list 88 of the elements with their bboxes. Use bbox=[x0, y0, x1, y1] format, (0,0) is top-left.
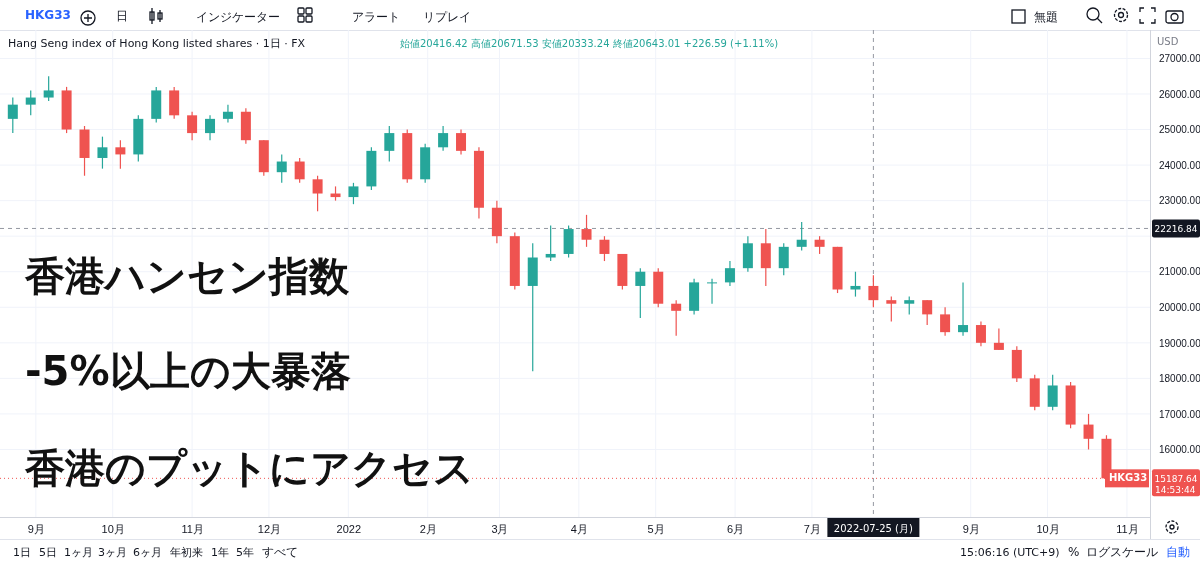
text: HKG33 bbox=[25, 8, 71, 22]
x-tick-label: 10月 bbox=[101, 522, 125, 535]
candlestick bbox=[581, 214, 592, 248]
y-tick-label: 27000.00 bbox=[1159, 53, 1200, 65]
text: インジケーター bbox=[196, 10, 280, 24]
candlestick bbox=[975, 320, 986, 347]
annotation: 香港ハンセン指数 bbox=[24, 253, 350, 299]
x-tick-label: 9月 bbox=[27, 522, 45, 535]
y-tick-label: 18000.00 bbox=[1159, 373, 1200, 385]
y-tick-label: 21000.00 bbox=[1159, 266, 1200, 278]
text: 日 bbox=[116, 9, 128, 23]
x-tick-label: 7月 bbox=[803, 522, 821, 535]
candlestick bbox=[312, 175, 323, 212]
text: 6ヶ月 bbox=[133, 546, 162, 559]
candlestick bbox=[599, 235, 610, 262]
text: すべて bbox=[262, 545, 298, 559]
candlestick bbox=[671, 299, 682, 337]
text: 5日 bbox=[39, 546, 57, 559]
annotation: 香港のプットにアクセス bbox=[24, 445, 474, 491]
x-tick-label: 10月 bbox=[1036, 522, 1060, 535]
candlestick bbox=[348, 182, 359, 205]
candlestick bbox=[940, 306, 951, 337]
text: 始値20416.42 高値20671.53 安値20333.24 終値20643.01 +226.59 (+1.11%) bbox=[400, 38, 779, 49]
x-tick-label: 12月 bbox=[257, 522, 282, 535]
candlestick bbox=[456, 128, 467, 156]
text: 5年 bbox=[236, 546, 254, 559]
text: 14:53:44 bbox=[1155, 485, 1196, 495]
ref-line-label: 2022-07-25 (月) bbox=[833, 523, 914, 534]
candlestick bbox=[922, 299, 933, 326]
candlestick bbox=[276, 153, 287, 184]
text: 3ヶ月 bbox=[98, 546, 127, 559]
x-tick-label: 4月 bbox=[570, 522, 588, 535]
x-tick-label: 2月 bbox=[419, 522, 437, 535]
y-tick-label: 26000.00 bbox=[1159, 88, 1200, 100]
text: Hang Seng index of Hong Kong listed shares · 1日 · FX bbox=[8, 37, 306, 50]
x-tick-label: 3月 bbox=[491, 522, 509, 535]
candlestick bbox=[868, 274, 879, 308]
y-tick-label: 25000.00 bbox=[1159, 124, 1200, 136]
candlestick bbox=[205, 114, 216, 141]
text: 自動 bbox=[1166, 545, 1190, 559]
y-tick-label: 19000.00 bbox=[1159, 337, 1200, 349]
text: アラート bbox=[352, 10, 400, 24]
text: ログスケール bbox=[1086, 545, 1158, 559]
text: 1日 bbox=[13, 546, 31, 559]
text: 15:06:16 (UTC+9) bbox=[960, 546, 1060, 559]
candlestick bbox=[778, 242, 789, 276]
x-tick-label: 2022 bbox=[336, 522, 362, 535]
candlestick bbox=[187, 111, 198, 141]
x-tick-label: 9月 bbox=[962, 522, 980, 535]
x-tick-label: 5月 bbox=[647, 522, 665, 535]
candlestick bbox=[958, 281, 969, 337]
ref-line-label: 15187.64 bbox=[1154, 474, 1198, 485]
y-tick-label: 17000.00 bbox=[1159, 408, 1200, 420]
annotation: -5%以上の大暴落 bbox=[25, 348, 351, 394]
candlestick bbox=[97, 136, 108, 170]
text: 1年 bbox=[211, 546, 229, 559]
annotation: HKG33 bbox=[1109, 472, 1148, 483]
candlestick bbox=[1083, 413, 1094, 451]
candlestick bbox=[886, 296, 897, 323]
text: % bbox=[1068, 545, 1080, 559]
y-tick-label: 20000.00 bbox=[1159, 301, 1200, 313]
candlestick bbox=[993, 328, 1004, 351]
candlestick bbox=[635, 267, 646, 319]
candlestick bbox=[438, 125, 449, 152]
candlestick bbox=[115, 139, 126, 170]
candlestick bbox=[796, 221, 807, 251]
candlestick bbox=[545, 224, 556, 262]
candlestick bbox=[384, 125, 395, 163]
text: リプレイ bbox=[423, 10, 471, 24]
ref-line-label: 22216.84 bbox=[1154, 224, 1198, 235]
candlestick bbox=[294, 157, 305, 184]
y-tick-label: 24000.00 bbox=[1159, 159, 1200, 171]
candlestick bbox=[1047, 374, 1058, 411]
candlestick bbox=[43, 75, 54, 102]
x-tick-label: 11月 bbox=[181, 522, 204, 535]
x-tick-label: 6月 bbox=[727, 522, 745, 535]
text: USD bbox=[1157, 36, 1179, 47]
candlestick bbox=[7, 96, 18, 134]
y-tick-label: 23000.00 bbox=[1159, 195, 1200, 207]
text: 年初来 bbox=[170, 546, 203, 559]
candlestick bbox=[707, 278, 718, 305]
x-tick-label: 11月 bbox=[1116, 522, 1139, 535]
text: 1ヶ月 bbox=[64, 546, 93, 559]
candlestick bbox=[222, 104, 233, 124]
candlestick bbox=[25, 89, 36, 116]
y-tick-label: 16000.00 bbox=[1159, 444, 1200, 456]
text: 無題 bbox=[1034, 10, 1058, 24]
candlestick bbox=[724, 260, 735, 287]
